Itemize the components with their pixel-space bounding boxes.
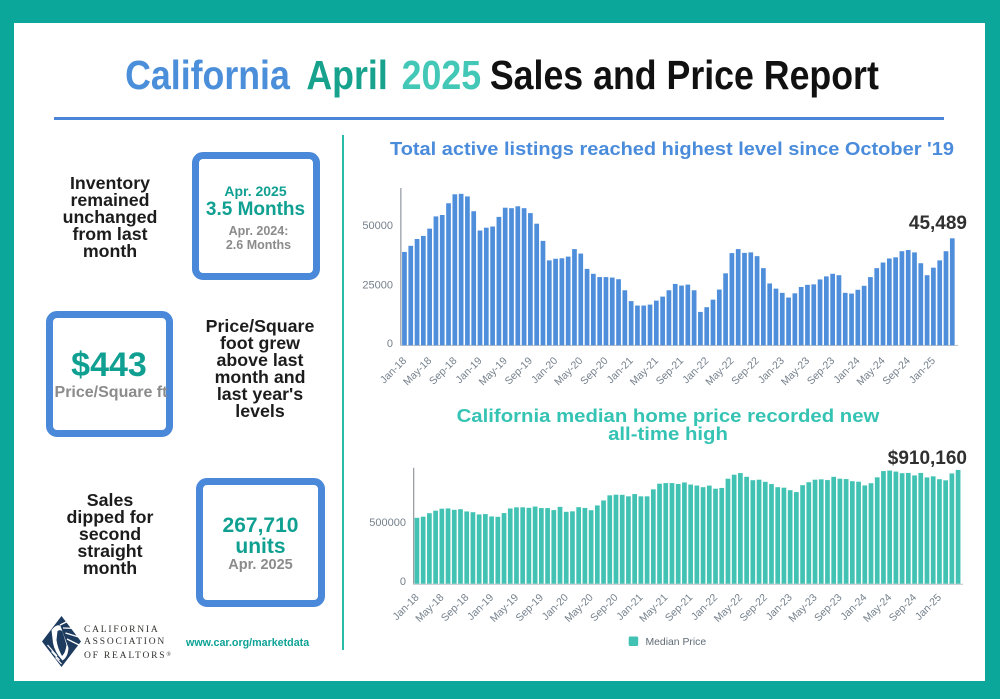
svg-text:25000: 25000 [362, 279, 393, 291]
svg-text:May-24: May-24 [854, 355, 887, 388]
svg-text:Sep-19: Sep-19 [514, 592, 547, 625]
svg-text:May-18: May-18 [401, 355, 434, 388]
svg-text:Sep-23: Sep-23 [805, 355, 838, 388]
svg-text:May-24: May-24 [861, 592, 894, 625]
svg-text:Sep-24: Sep-24 [880, 355, 913, 388]
svg-text:May-23: May-23 [779, 355, 812, 388]
svg-text:May-22: May-22 [712, 592, 745, 625]
svg-text:May-23: May-23 [786, 592, 819, 625]
svg-text:May-21: May-21 [637, 592, 670, 625]
svg-text:Sep-21: Sep-21 [663, 592, 696, 625]
svg-text:May-20: May-20 [552, 355, 585, 388]
svg-text:May-18: May-18 [413, 592, 446, 625]
svg-text:Sep-20: Sep-20 [588, 592, 621, 625]
svg-text:Sep-18: Sep-18 [427, 355, 460, 388]
svg-text:May-19: May-19 [477, 355, 510, 388]
svg-text:Jan-25: Jan-25 [913, 592, 944, 623]
svg-text:Sep-20: Sep-20 [578, 355, 611, 388]
svg-text:Sep-22: Sep-22 [737, 592, 770, 625]
svg-text:0: 0 [400, 576, 406, 588]
svg-text:50000: 50000 [362, 220, 393, 232]
svg-text:0: 0 [387, 338, 393, 350]
svg-text:May-21: May-21 [628, 355, 661, 388]
svg-text:May-22: May-22 [703, 355, 736, 388]
svg-text:Sep-24: Sep-24 [887, 592, 920, 625]
svg-text:Jan-25: Jan-25 [907, 355, 938, 386]
svg-text:Sep-22: Sep-22 [729, 355, 762, 388]
svg-text:May-20: May-20 [562, 592, 595, 625]
svg-text:Sep-23: Sep-23 [812, 592, 845, 625]
svg-text:Median Price: Median Price [646, 637, 707, 648]
svg-text:May-19: May-19 [488, 592, 521, 625]
svg-text:Sep-19: Sep-19 [503, 355, 536, 388]
svg-text:Sep-21: Sep-21 [654, 355, 687, 388]
svg-text:Sep-18: Sep-18 [439, 592, 472, 625]
svg-text:500000: 500000 [369, 517, 406, 529]
